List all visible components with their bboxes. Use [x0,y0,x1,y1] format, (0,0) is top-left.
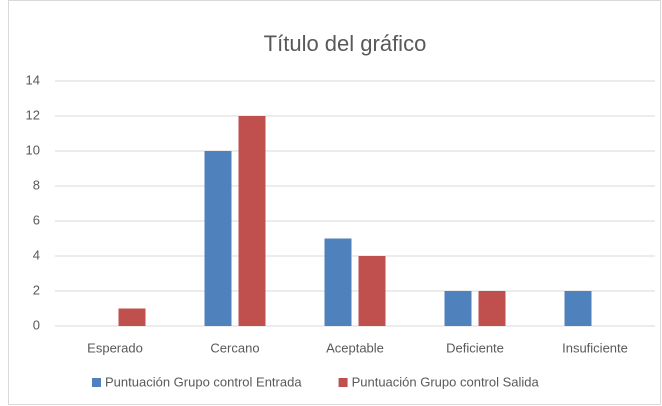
bar [204,151,232,326]
y-tick-label: 12 [26,107,40,122]
y-tick-label: 4 [33,247,40,262]
y-tick-label: 6 [33,212,40,227]
y-tick-label: 0 [33,317,40,332]
bar [324,238,352,326]
x-tick-label: Esperado [87,340,143,355]
bar [564,291,592,326]
legend-label: Puntuación Grupo control Entrada [105,374,302,389]
x-tick-label: Aceptable [326,340,384,355]
y-tick-label: 8 [33,177,40,192]
x-tick-label: Insuficiente [562,340,628,355]
y-tick-label: 2 [33,282,40,297]
bar [118,308,146,326]
legend-swatch [338,378,348,387]
x-tick-label: Cercano [210,340,259,355]
bar [358,256,386,326]
x-tick-label: Deficiente [446,340,504,355]
bar [478,291,506,326]
chart-title: Título del gráfico [264,31,427,56]
y-tick-label: 14 [26,72,40,87]
legend-label: Puntuación Grupo control Salida [352,374,540,389]
y-tick-label: 10 [26,142,40,157]
bar [238,116,266,326]
legend-swatch [92,378,101,387]
bar [444,291,472,326]
chart-border [8,0,661,405]
